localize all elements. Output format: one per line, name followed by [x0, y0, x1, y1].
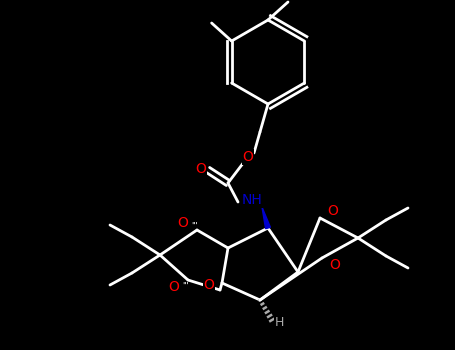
Text: ''': ''' [182, 281, 189, 290]
Text: O: O [328, 204, 339, 218]
Polygon shape [262, 207, 270, 229]
Text: O: O [243, 150, 253, 164]
Text: O: O [177, 216, 188, 230]
Text: H: H [274, 316, 283, 329]
Text: NH: NH [242, 193, 263, 207]
Text: O: O [329, 258, 340, 272]
Text: O: O [203, 278, 214, 292]
Text: O: O [196, 162, 207, 176]
Text: ''': ''' [191, 222, 198, 231]
Text: O: O [168, 280, 179, 294]
